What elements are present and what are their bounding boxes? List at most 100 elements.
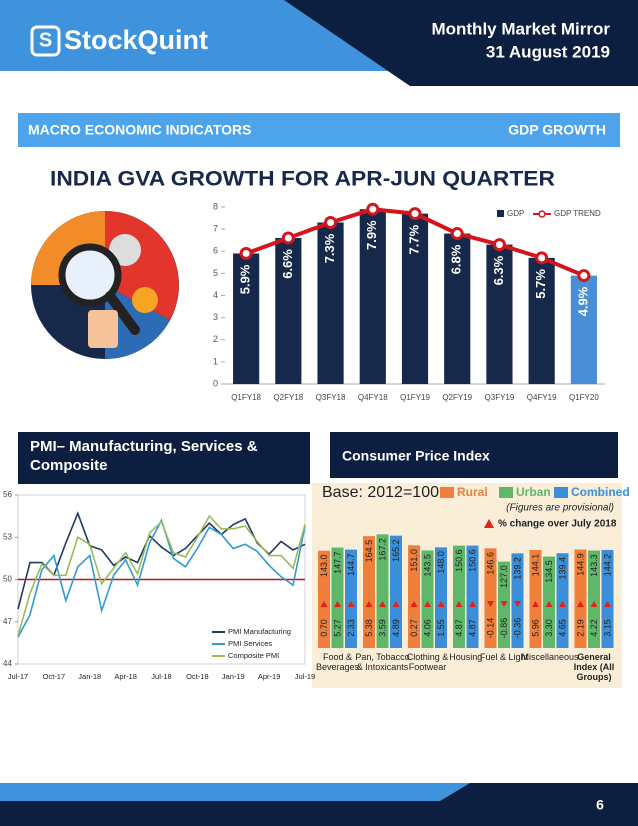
chart-title: INDIA GVA GROWTH FOR APR-JUN QUARTER [50,168,555,191]
value-label: 7.9% [364,220,379,250]
bar [331,547,344,648]
bar [529,550,542,648]
change-label: 0.27 [409,619,419,637]
trend-marker [366,202,380,216]
section-bar [18,113,620,147]
trend-marker [535,251,549,265]
change-label: 4.22 [589,619,599,637]
bar [484,548,497,648]
value-label: 144.7 [346,553,356,576]
bar [359,209,386,384]
x-tick-label: Apr-18 [114,672,137,681]
page-number: 6 [596,797,604,813]
change-marker [487,601,494,607]
x-tick-label: Q1FY18 [231,393,261,402]
series-line [17,518,306,638]
logo: StockQuint [64,25,208,55]
change-label: 3.30 [544,619,554,637]
change-label: -0.36 [512,618,522,639]
bar [363,536,375,648]
value-label: 164.5 [364,540,374,563]
change-marker [469,601,476,607]
category-label: Clothing & Footwear [406,652,449,672]
change-marker [604,601,611,607]
change-label: 5.27 [332,619,342,637]
category-label: Fuel & Light [479,652,529,662]
y-tick-label: 53 [3,532,12,541]
change-marker [334,601,341,607]
value-label: 150.6 [467,549,477,572]
value-label: 143.5 [422,554,432,577]
change-marker [559,601,566,607]
bar [570,275,597,384]
cpi-header-box [330,432,618,478]
value-label: 148.0 [436,551,446,574]
change-marker [514,601,521,607]
value-label: 7.7% [406,224,421,254]
change-marker [545,601,553,607]
bar [376,534,389,648]
footer-stripe [0,783,470,801]
legend-label: PMI Services [228,639,272,648]
change-marker [392,601,400,607]
logo-icon-s: S [39,29,52,51]
change-marker [320,601,328,607]
legend-label: Urban [516,485,551,499]
value-label: 150.6 [454,549,464,572]
trend-marker [408,207,422,221]
x-tick-label: Jan-18 [78,672,101,681]
category-label: Miscellaneous [521,652,579,662]
trend-marker [450,227,464,241]
x-tick-label: Jul-19 [295,672,315,681]
bar [435,547,447,648]
y-tick-label: 1 [213,356,218,366]
bar [528,257,555,384]
bar [486,244,513,384]
header-shape [284,0,638,86]
y-tick-label: 3 [213,312,218,322]
bar [444,233,471,384]
x-tick-label: Q3FY18 [316,393,346,402]
value-label: 143.3 [589,554,599,577]
value-label: 7.3% [322,233,337,263]
change-label: -0.86 [499,618,509,639]
value-label: 139.4 [557,557,567,580]
y-tick-label: 4 [213,290,218,300]
value-label: 151.0 [409,549,419,572]
illustration [31,211,179,359]
y-tick-label: 2 [213,334,218,344]
x-tick-label: Q1FY20 [569,393,599,402]
cpi-header: Consumer Price Index [342,448,490,464]
change-marker [455,601,463,607]
change-label: -0.14 [485,618,495,639]
x-tick-label: Oct-17 [43,672,66,681]
y-tick-label: 50 [3,575,12,584]
x-tick-label: Q4FY19 [527,393,557,402]
change-label: 4.89 [391,619,401,637]
bar [345,549,357,648]
x-tick-label: Oct-18 [186,672,209,681]
section-title: MACRO ECONOMIC INDICATORS [28,122,251,138]
change-label: 4.87 [454,619,464,637]
base-note: Base: 2012=100 [322,484,439,501]
category-label: General Index (All Groups) [573,652,615,682]
x-tick-label: Q2FY18 [273,393,303,402]
y-tick-label: 44 [3,659,12,668]
x-tick-label: Apr-19 [258,672,281,681]
legend-triangle [484,519,494,528]
y-tick-label: 5 [213,268,218,278]
legend-label: Combined [571,485,630,499]
y-tick-label: 56 [3,490,12,499]
change-label: 1.55 [436,619,446,637]
value-label: 6.8% [449,244,464,274]
bar [601,549,614,648]
legend-swatch [497,210,504,217]
change-label: 3.15 [602,619,612,637]
x-tick-label: Jul-18 [151,672,171,681]
x-tick-label: Q3FY19 [485,393,515,402]
change-marker [424,601,431,607]
trend-marker [577,269,591,283]
bar [275,237,302,384]
legend-swatch [554,487,568,498]
x-tick-label: Jul-17 [8,672,28,681]
